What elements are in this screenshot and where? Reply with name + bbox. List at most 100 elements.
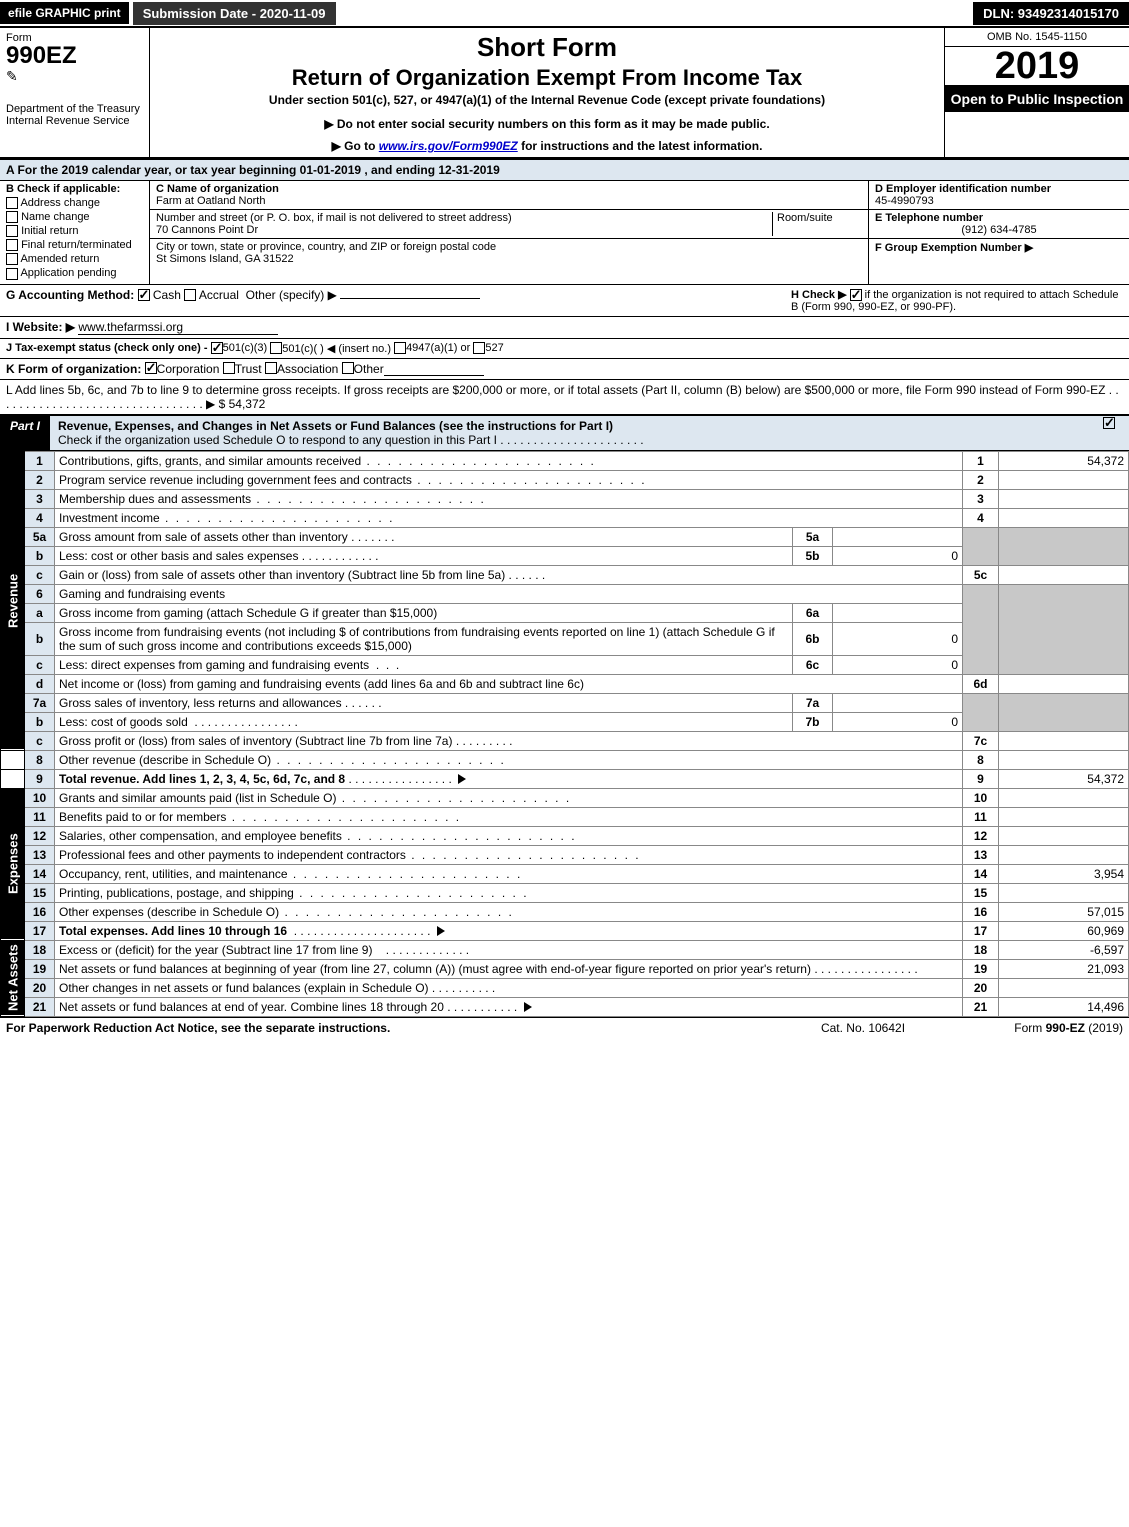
- lbl-cash: Cash: [153, 288, 181, 302]
- website-value[interactable]: www.thefarmssi.org: [78, 320, 278, 335]
- line-5b-desc: Less: cost or other basis and sales expe…: [59, 549, 298, 563]
- line-6c-subnum: 6c: [793, 655, 833, 674]
- irs-label: Internal Revenue Service: [6, 115, 143, 127]
- lbl-trust: Trust: [235, 362, 262, 376]
- line-21-ref: 21: [963, 997, 999, 1016]
- line-1-ref: 1: [963, 451, 999, 470]
- f-label: F Group Exemption Number ▶: [875, 242, 1033, 254]
- chk-final-return[interactable]: [6, 239, 18, 251]
- line-14-val: 3,954: [999, 864, 1129, 883]
- line-5a-desc: Gross amount from sale of assets other t…: [59, 530, 348, 544]
- line-10-ref: 10: [963, 788, 999, 807]
- chk-4947[interactable]: [394, 342, 406, 354]
- chk-trust[interactable]: [223, 362, 235, 374]
- line-12-ref: 12: [963, 826, 999, 845]
- line-1-val: 54,372: [999, 451, 1129, 470]
- line-7b-subnum: 7b: [793, 712, 833, 731]
- header-center: Short Form Return of Organization Exempt…: [150, 28, 944, 157]
- chk-application-pending[interactable]: [6, 268, 18, 280]
- chk-h[interactable]: [850, 289, 862, 301]
- line-20-desc: Other changes in net assets or fund bala…: [59, 981, 429, 995]
- lbl-application-pending: Application pending: [20, 267, 116, 279]
- ein: 45-4990793: [875, 195, 934, 207]
- line-14-desc: Occupancy, rent, utilities, and maintena…: [59, 867, 288, 881]
- addr-label: Number and street (or P. O. box, if mail…: [156, 212, 512, 224]
- arrow-icon: [458, 774, 466, 784]
- chk-corporation[interactable]: [145, 362, 157, 374]
- line-6-num: 6: [25, 584, 55, 603]
- chk-name-change[interactable]: [6, 211, 18, 223]
- line-9-ref: 9: [963, 769, 999, 788]
- line-16-desc: Other expenses (describe in Schedule O): [59, 905, 279, 919]
- chk-address-change[interactable]: [6, 197, 18, 209]
- line-5b-subnum: 5b: [793, 546, 833, 565]
- line-5a-num: 5a: [25, 527, 55, 546]
- chk-501c3[interactable]: [211, 342, 223, 354]
- line-7c-num: c: [25, 731, 55, 750]
- line-18-desc: Excess or (deficit) for the year (Subtra…: [59, 943, 372, 957]
- side-netassets: Net Assets: [1, 940, 25, 1016]
- row-j: J Tax-exempt status (check only one) - 5…: [0, 339, 1129, 359]
- chk-527[interactable]: [473, 342, 485, 354]
- chk-cash[interactable]: [138, 289, 150, 301]
- chk-accrual[interactable]: [184, 289, 196, 301]
- line-21-num: 21: [25, 997, 55, 1016]
- line-6c-subval: 0: [833, 655, 963, 674]
- chk-initial-return[interactable]: [6, 225, 18, 237]
- line-17-num: 17: [25, 921, 55, 940]
- footer-notice: For Paperwork Reduction Act Notice, see …: [6, 1021, 783, 1035]
- chk-501c[interactable]: [270, 342, 282, 354]
- row-g-h: G Accounting Method: Cash Accrual Other …: [0, 285, 1129, 317]
- chk-other-form[interactable]: [342, 362, 354, 374]
- line-17-val: 60,969: [999, 921, 1129, 940]
- line-7a-desc: Gross sales of inventory, less returns a…: [59, 696, 342, 710]
- room-suite-label: Room/suite: [772, 212, 862, 236]
- arrow-icon: [437, 926, 445, 936]
- short-form-title: Short Form: [154, 32, 940, 63]
- line-16-val: 57,015: [999, 902, 1129, 921]
- chk-association[interactable]: [265, 362, 277, 374]
- line-10-num: 10: [25, 788, 55, 807]
- efile-print-button[interactable]: efile GRAPHIC print: [0, 2, 129, 24]
- row-i: I Website: ▶ www.thefarmssi.org: [0, 317, 1129, 339]
- header-left: Form 990EZ ✎ Department of the Treasury …: [0, 28, 150, 157]
- line-3-num: 3: [25, 489, 55, 508]
- line-5b-num: b: [25, 546, 55, 565]
- line-13-num: 13: [25, 845, 55, 864]
- footer-formref: Form 990-EZ (2019): [943, 1021, 1123, 1035]
- line-12-desc: Salaries, other compensation, and employ…: [59, 829, 342, 843]
- dept-treasury: Department of the Treasury: [6, 103, 143, 115]
- chk-schedule-o[interactable]: [1103, 417, 1115, 429]
- line-7b-subval: 0: [833, 712, 963, 731]
- row-l: L Add lines 5b, 6c, and 7b to line 9 to …: [0, 380, 1129, 415]
- line-5c-desc: Gain or (loss) from sale of assets other…: [59, 568, 505, 582]
- line-9-val: 54,372: [999, 769, 1129, 788]
- line-20-num: 20: [25, 978, 55, 997]
- line-12-num: 12: [25, 826, 55, 845]
- arrow-icon: [524, 1002, 532, 1012]
- line-6c-desc: Less: direct expenses from gaming and fu…: [59, 658, 369, 672]
- header-right: OMB No. 1545-1150 2019 Open to Public In…: [944, 28, 1129, 157]
- lbl-527: 527: [485, 342, 503, 355]
- line-11-num: 11: [25, 807, 55, 826]
- line-19-ref: 19: [963, 959, 999, 978]
- line-5c-val: [999, 565, 1129, 584]
- goto-link[interactable]: ▶ Go to www.irs.gov/Form990EZ for instru…: [154, 139, 940, 153]
- line-1-desc: Contributions, gifts, grants, and simila…: [59, 454, 361, 468]
- line-7a-subnum: 7a: [793, 693, 833, 712]
- line-13-ref: 13: [963, 845, 999, 864]
- line-8-ref: 8: [963, 750, 999, 769]
- lbl-accrual: Accrual: [199, 288, 239, 302]
- line-17-ref: 17: [963, 921, 999, 940]
- line-18-val: -6,597: [999, 940, 1129, 959]
- line-15-ref: 15: [963, 883, 999, 902]
- line-2-ref: 2: [963, 470, 999, 489]
- footer: For Paperwork Reduction Act Notice, see …: [0, 1017, 1129, 1038]
- chk-amended-return[interactable]: [6, 253, 18, 265]
- k-label: K Form of organization:: [6, 362, 141, 376]
- line-5b-subval: 0: [833, 546, 963, 565]
- line-6c-num: c: [25, 655, 55, 674]
- line-11-ref: 11: [963, 807, 999, 826]
- line-6b-subnum: 6b: [793, 622, 833, 655]
- line-16-ref: 16: [963, 902, 999, 921]
